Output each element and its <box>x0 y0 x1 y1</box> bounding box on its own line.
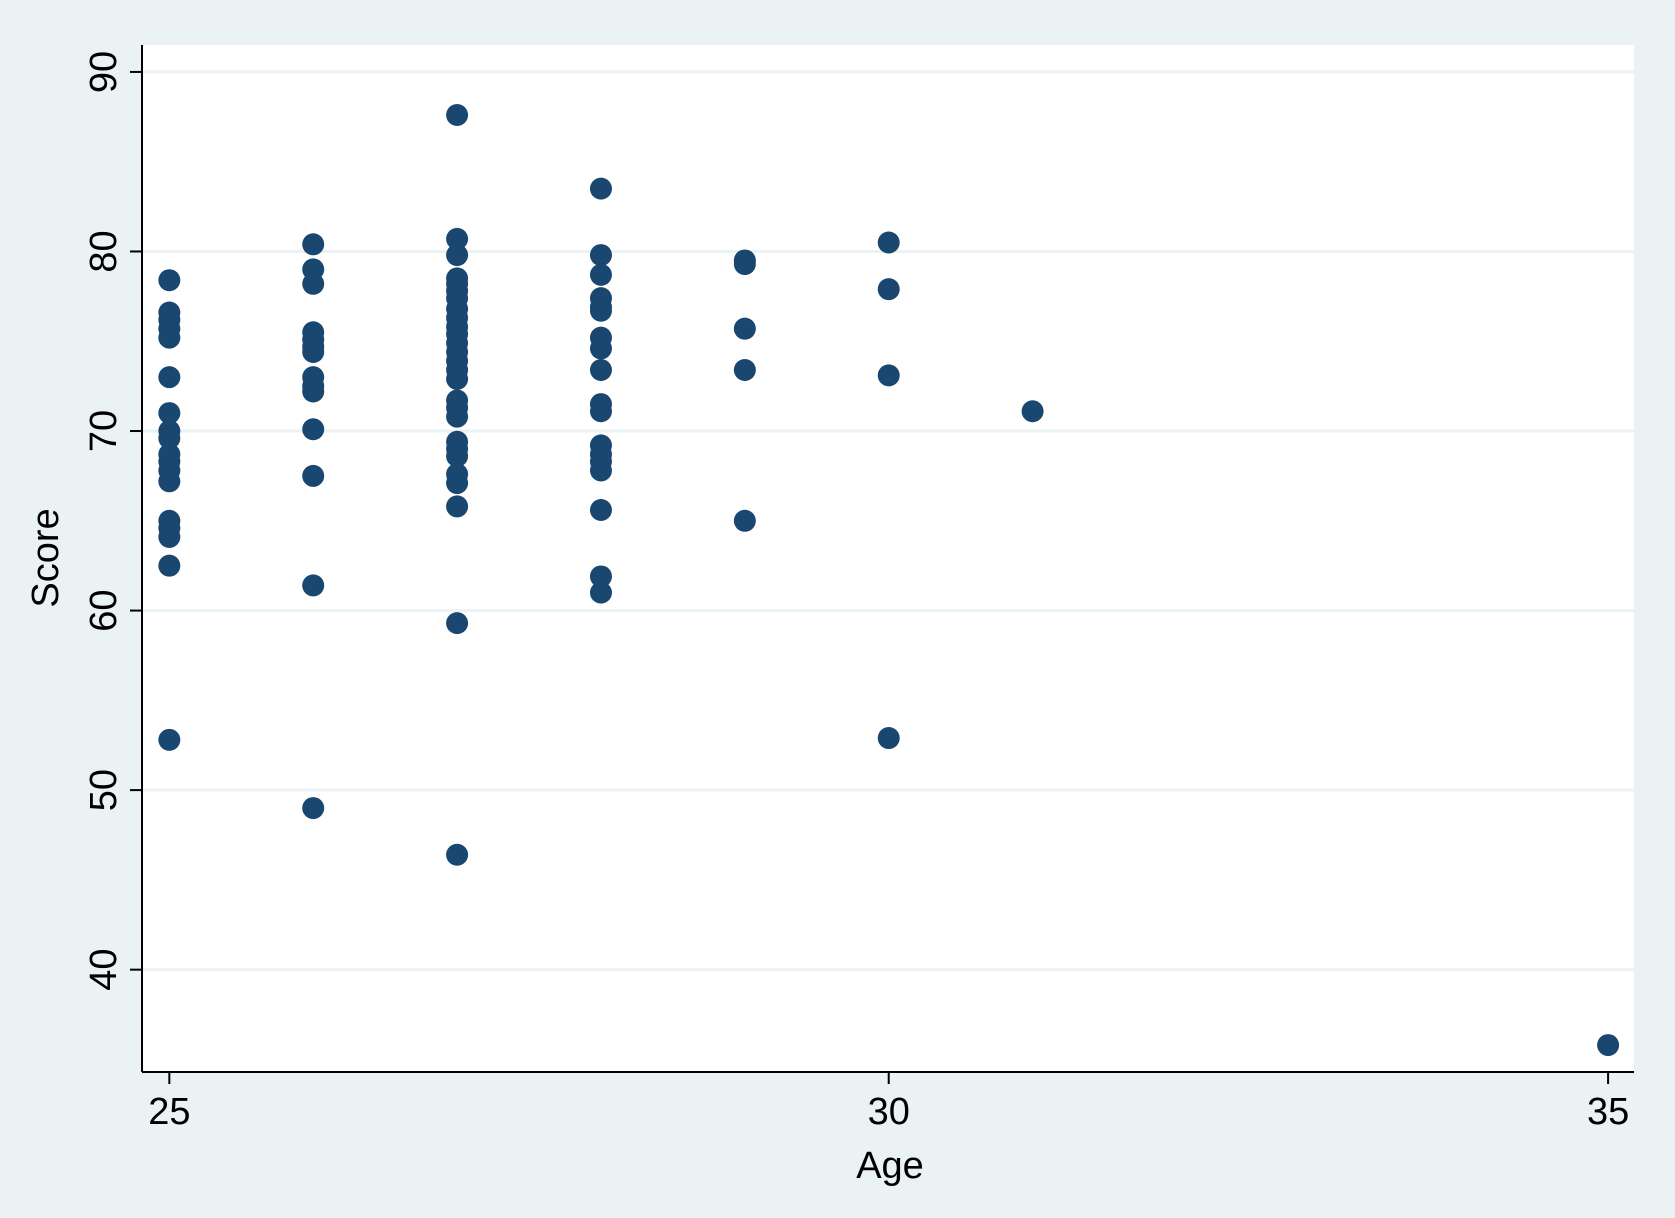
y-tick-label: 50 <box>83 769 125 811</box>
point <box>1597 1034 1620 1057</box>
point <box>158 366 181 389</box>
y-tick-label: 60 <box>83 589 125 631</box>
point <box>589 177 612 200</box>
point <box>733 509 756 532</box>
y-tick-label: 40 <box>83 949 125 991</box>
x-tick-label: 30 <box>868 1091 910 1133</box>
point <box>877 231 900 254</box>
point <box>589 263 612 286</box>
point <box>446 612 469 635</box>
point <box>589 459 612 482</box>
point <box>158 554 181 577</box>
point <box>877 278 900 301</box>
point <box>589 400 612 423</box>
y-tick-label: 80 <box>83 230 125 272</box>
point <box>733 358 756 381</box>
point <box>158 470 181 493</box>
point <box>158 326 181 349</box>
y-tick-label: 70 <box>83 410 125 452</box>
point <box>733 253 756 276</box>
point <box>589 244 612 267</box>
point <box>589 358 612 381</box>
y-tick-label: 90 <box>83 51 125 93</box>
point <box>302 380 325 403</box>
point <box>302 233 325 256</box>
point <box>446 843 469 866</box>
point <box>446 227 469 250</box>
point <box>302 272 325 295</box>
point <box>158 402 181 425</box>
point <box>446 405 469 428</box>
point <box>158 525 181 548</box>
point <box>446 445 469 468</box>
point <box>302 341 325 364</box>
point <box>877 364 900 387</box>
point <box>302 574 325 597</box>
point <box>877 727 900 750</box>
point <box>302 418 325 441</box>
x-axis-title: Age <box>856 1145 924 1187</box>
point <box>302 797 325 820</box>
x-tick-label: 25 <box>148 1091 190 1133</box>
point <box>158 728 181 751</box>
plot-area <box>142 45 1634 1072</box>
point <box>589 337 612 360</box>
point <box>446 244 469 267</box>
point <box>446 367 469 390</box>
point <box>158 427 181 450</box>
point <box>446 495 469 518</box>
point <box>446 104 469 127</box>
point <box>733 317 756 340</box>
y-axis-title: Score <box>25 508 67 607</box>
point <box>302 464 325 487</box>
point <box>589 581 612 604</box>
point <box>589 299 612 322</box>
point <box>589 499 612 522</box>
point <box>446 472 469 495</box>
point <box>1021 400 1044 423</box>
x-tick-label: 35 <box>1587 1091 1629 1133</box>
point <box>158 269 181 292</box>
point <box>589 565 612 588</box>
